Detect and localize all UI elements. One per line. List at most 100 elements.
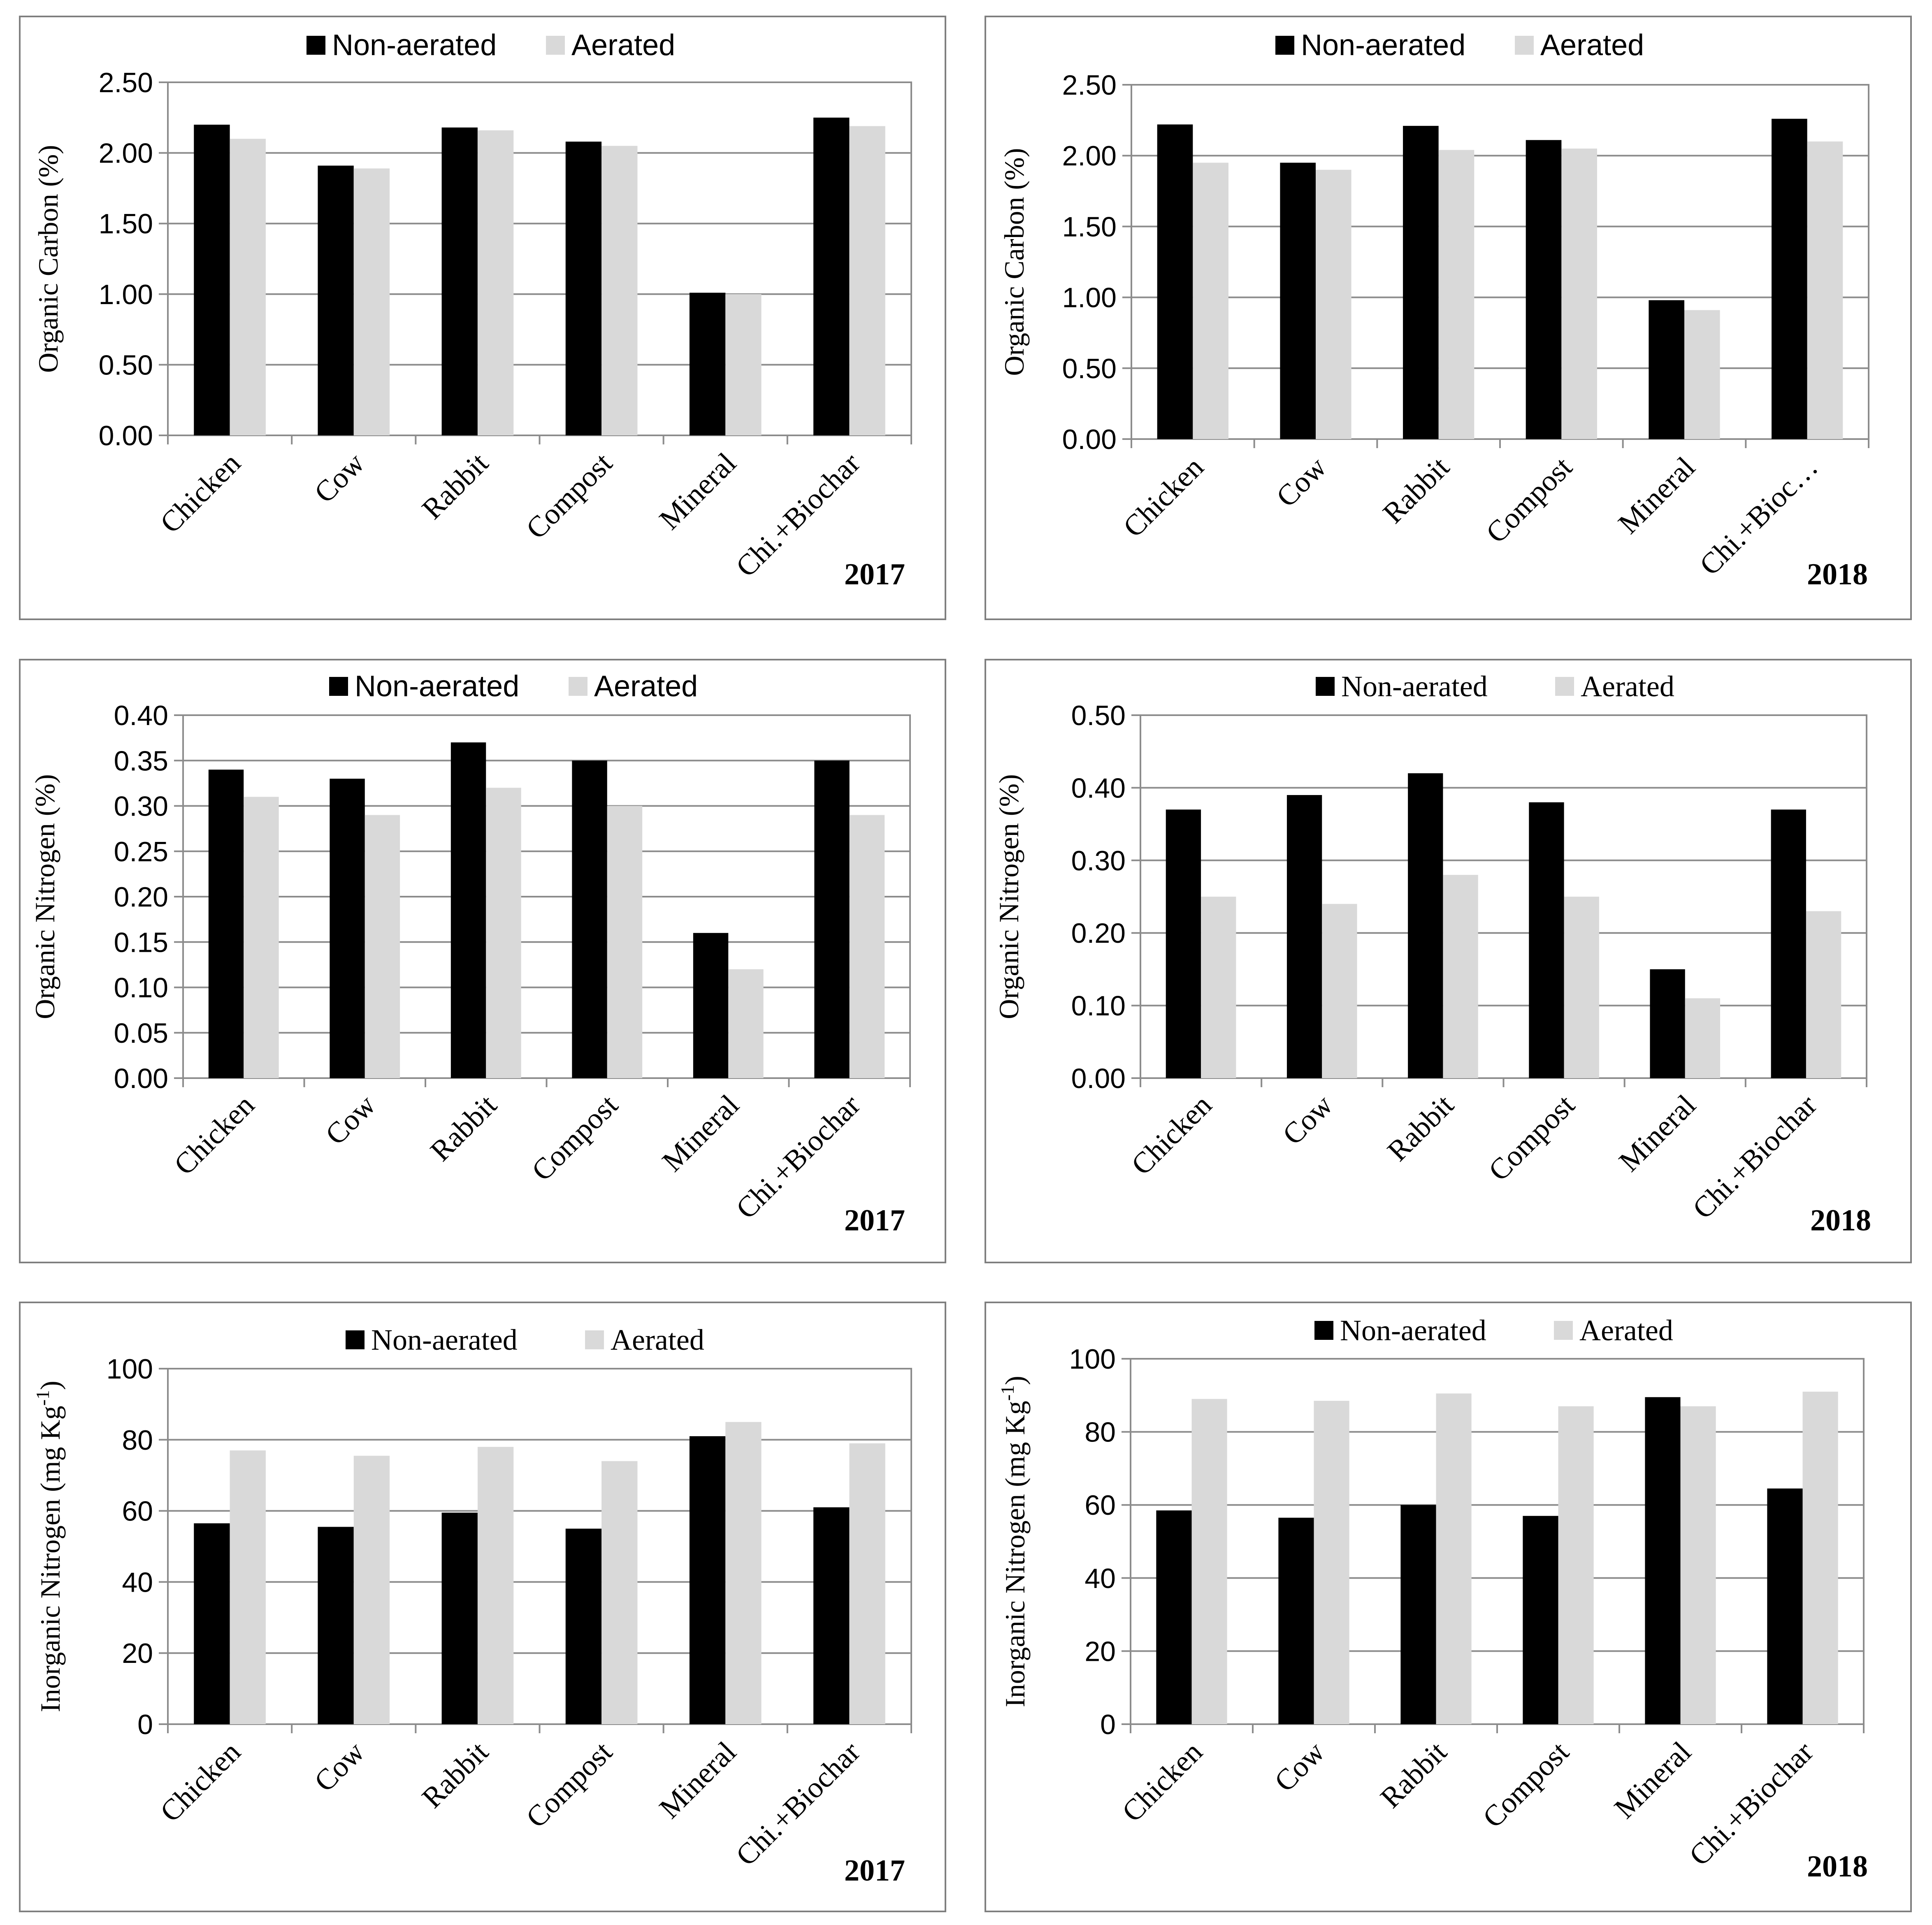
bar-aerated-rabbit [477,1447,514,1724]
bar-aerated-chicken [1201,897,1236,1078]
bar-non-aerated-compost [565,142,602,435]
bar-non-aerated-rabbit [1403,126,1439,439]
legend: Non-aerated Aerated [1316,670,1674,703]
legend-swatch-aerated [569,677,587,696]
y-tick-label: 1.00 [99,279,153,310]
y-tick-label: 2.50 [1062,70,1117,101]
y-axis-title-superscript: -1 [32,1390,53,1406]
y-tick-label: 0 [137,1709,153,1740]
y-axis-title-tail: ) [999,1376,1031,1385]
y-tick-label: 100 [1069,1344,1116,1375]
bar-aerated-chi-biochar [1806,911,1841,1078]
bar-non-aerated-chicken [208,770,244,1078]
y-axis-title: Inorganic Nitrogen (mg Kg-1) [997,1376,1031,1707]
legend-swatch-aerated [1555,677,1574,696]
bar-aerated-cow [353,168,390,435]
bar-non-aerated-chicken [194,124,230,436]
bar-aerated-mineral [725,1422,762,1724]
y-tick-label: 100 [107,1353,153,1385]
bar-aerated-chicken [1191,1399,1227,1724]
year-label: 2017 [844,558,905,591]
bar-non-aerated-compost [1526,140,1562,439]
y-tick-label: 0.50 [1071,700,1126,731]
bar-aerated-chi-biochar [849,126,885,436]
y-tick-label: 0.00 [1062,424,1117,455]
y-tick-label: 80 [122,1425,153,1456]
y-tick-label: 0.00 [99,420,153,451]
legend-label-non-aerated: Non-aerated [355,670,519,703]
y-axis-title: Organic Nitrogen (%) [29,774,60,1019]
y-axis-title: Organic Nitrogen (%) [993,774,1024,1019]
legend-swatch-aerated [1554,1321,1573,1340]
y-axis-title: Organic Carbon (%) [999,148,1030,376]
bar-aerated-chicken [230,1450,266,1724]
bar-non-aerated-rabbit [441,1512,478,1724]
y-tick-label: 0.25 [114,836,168,867]
bar-aerated-rabbit [1443,875,1478,1078]
bar-non-aerated-mineral [689,293,726,435]
bar-non-aerated-rabbit [450,742,486,1078]
y-tick-label: 1.50 [1062,211,1117,242]
bar-non-aerated-compost [565,1528,602,1724]
bar-non-aerated-mineral [1649,300,1684,439]
bar-aerated-compost [1558,1406,1594,1724]
bar-non-aerated-chi-biochar [813,117,850,435]
y-tick-label: 1.00 [1062,282,1117,314]
y-axis-title: Inorganic Nitrogen (mg Kg-1) [32,1381,66,1712]
y-tick-label: 20 [122,1638,153,1669]
y-tick-label: 0 [1100,1709,1116,1740]
bar-non-aerated-mineral [689,1436,726,1724]
bar-non-aerated-chi-bioc- [1772,119,1807,439]
bar-non-aerated-compost [1523,1516,1558,1724]
bar-non-aerated-cow [1278,1518,1314,1724]
bar-non-aerated-rabbit [441,127,478,436]
bar-aerated-cow [1314,1401,1349,1724]
bar-aerated-rabbit [1436,1393,1472,1724]
bar-aerated-chicken [230,139,266,435]
legend-label-non-aerated: Non-aerated [371,1323,518,1356]
legend-swatch-non-aerated [329,677,348,696]
bar-aerated-mineral [1684,310,1720,439]
bar-aerated-compost [601,1461,638,1724]
y-axis-title-text: Organic Carbon (%) [33,145,64,373]
bar-aerated-compost [607,806,643,1078]
bar-aerated-chi-biochar [849,815,885,1078]
y-tick-label: 0.20 [1071,918,1126,949]
y-tick-label: 60 [1084,1490,1116,1521]
legend-swatch-aerated [1515,36,1534,55]
bar-aerated-cow [353,1455,390,1724]
y-tick-label: 0.40 [1071,772,1126,804]
bar-non-aerated-chi-biochar [813,1507,850,1724]
bar-non-aerated-rabbit [1408,773,1443,1078]
y-tick-label: 0.20 [114,881,168,913]
legend-label-non-aerated: Non-aerated [332,29,497,62]
y-tick-label: 80 [1084,1417,1116,1448]
legend-swatch-non-aerated [1314,1321,1333,1340]
bar-non-aerated-chicken [194,1523,230,1724]
legend-swatch-non-aerated [1316,677,1335,696]
y-axis-title-text: Organic Carbon (%) [999,148,1030,376]
bar-non-aerated-compost [572,760,607,1078]
legend-swatch-non-aerated [1275,36,1294,55]
y-tick-label: 0.00 [114,1063,168,1094]
legend-swatch-non-aerated [346,1330,365,1349]
chart-panel-3: 0.000.050.100.150.200.250.300.350.40Chic… [19,659,946,1263]
bar-non-aerated-mineral [1645,1397,1681,1724]
bar-aerated-mineral [1685,998,1721,1078]
y-tick-label: 0.40 [114,700,168,731]
bar-non-aerated-cow [1280,163,1316,439]
legend-swatch-non-aerated [307,36,325,55]
y-tick-label: 2.50 [99,67,153,98]
y-tick-label: 40 [1084,1563,1116,1594]
y-tick-label: 40 [122,1567,153,1598]
legend-label-non-aerated: Non-aerated [1340,1314,1486,1347]
legend: Non-aerated Aerated [307,29,675,62]
bar-aerated-chicken [1193,163,1228,439]
y-tick-label: 2.00 [99,138,153,169]
y-tick-label: 0.35 [114,745,168,777]
